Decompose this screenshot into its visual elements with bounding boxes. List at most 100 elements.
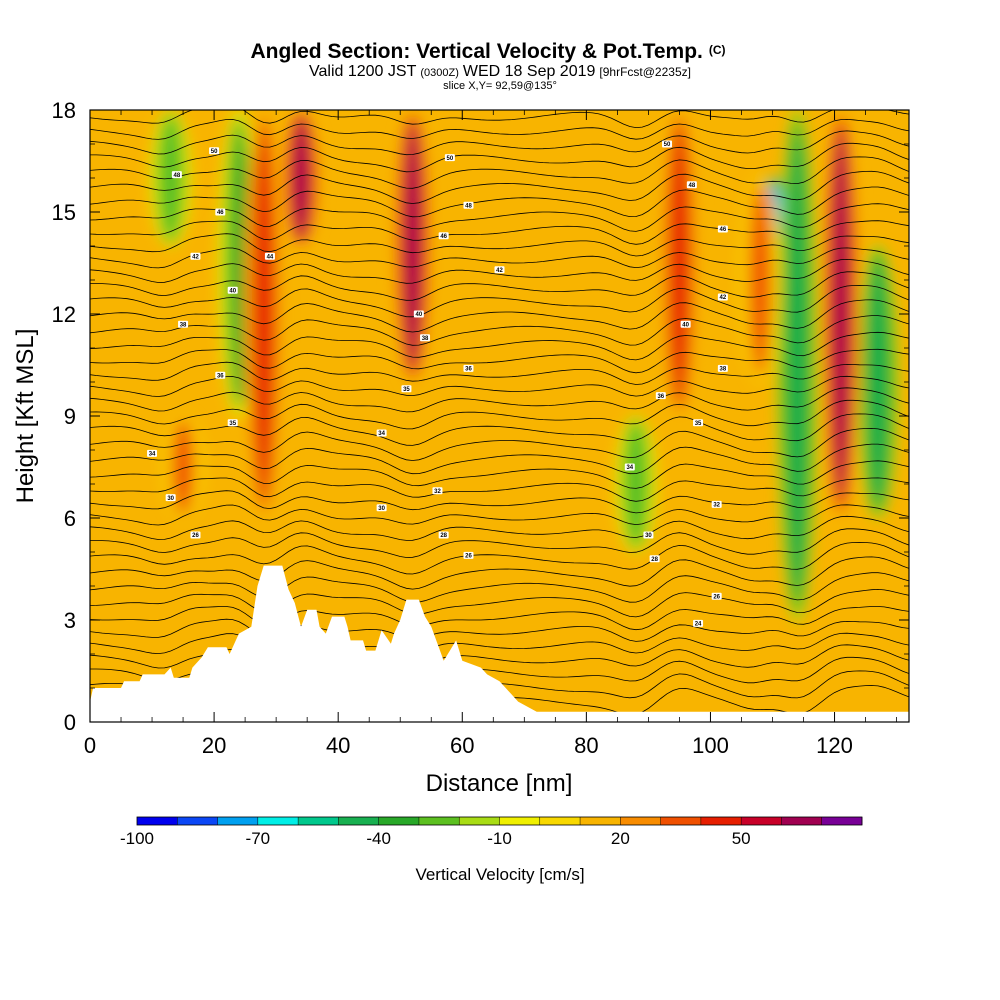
svg-text:42: 42 <box>720 295 727 301</box>
isentrope-line <box>90 315 909 346</box>
isentrope-line <box>90 375 909 397</box>
isentrope-line <box>90 477 909 502</box>
x-tick-label: 0 <box>84 733 96 758</box>
y-tick-label: 6 <box>64 506 76 531</box>
colorbar-tick-label: 20 <box>611 829 630 848</box>
y-tick-label: 12 <box>52 302 76 327</box>
isentrope-line <box>90 331 909 361</box>
subtitle-utc: (0300Z) <box>420 67 459 79</box>
isentrope-line <box>90 606 909 631</box>
isentrope-line <box>90 258 909 284</box>
svg-text:48: 48 <box>174 173 181 179</box>
downdraft-plume <box>231 125 246 401</box>
svg-text:42: 42 <box>192 254 199 260</box>
colorbar-swatch <box>338 817 380 825</box>
isentrope-line <box>90 203 909 232</box>
svg-text:28: 28 <box>651 557 658 563</box>
updraft-plume <box>405 123 420 369</box>
downdraft-plume <box>870 259 885 505</box>
contour-label: 42 <box>190 252 201 260</box>
svg-text:38: 38 <box>720 367 727 373</box>
y-tick-label: 15 <box>52 200 76 225</box>
contour-label: 30 <box>643 531 654 539</box>
chart-title-main: Angled Section: Vertical Velocity & Pot.… <box>250 40 702 63</box>
colorbar-tick-label: -100 <box>120 829 154 848</box>
slice-label: slice X,Y= 92,59@135° <box>443 80 557 92</box>
svg-text:48: 48 <box>465 203 472 209</box>
isentrope-line <box>90 284 909 318</box>
isentrope-line <box>90 118 909 140</box>
contour-label: 50 <box>662 140 673 148</box>
svg-text:40: 40 <box>415 312 422 318</box>
contour-label: 28 <box>649 555 660 563</box>
colorbar-swatch <box>821 817 863 825</box>
contour-label: 48 <box>171 171 182 179</box>
svg-text:32: 32 <box>713 503 720 509</box>
svg-text:36: 36 <box>465 367 472 373</box>
svg-text:38: 38 <box>180 322 187 328</box>
contour-label: 50 <box>209 147 220 155</box>
contour-label: 26 <box>463 551 474 560</box>
y-tick-label: 3 <box>64 608 76 633</box>
plot-area: 50 48 46 42 40 38 36 35 34 30 26 44 50 48 46 42 40 38 36 35… <box>90 110 909 722</box>
svg-text:42: 42 <box>496 268 503 274</box>
colorbar-swatch <box>298 817 339 825</box>
contour-label: 40 <box>413 310 424 318</box>
colorbar-swatch <box>580 817 621 825</box>
svg-text:40: 40 <box>682 322 689 328</box>
x-axis-title: Distance [nm] <box>426 770 573 797</box>
updraft-plume <box>176 421 191 513</box>
svg-text:40: 40 <box>229 288 236 294</box>
colorbar-tick-label: -40 <box>366 829 391 848</box>
colorbar-tick-label: 50 <box>732 829 751 848</box>
chart-title: Angled Section: Vertical Velocity & Pot.… <box>250 40 725 63</box>
contour-label: 46 <box>438 232 449 240</box>
isentrope-line <box>90 271 909 301</box>
colorbar-tick-label: -10 <box>487 829 512 848</box>
isentrope-line <box>90 504 909 526</box>
svg-text:36: 36 <box>657 394 664 400</box>
svg-text:24: 24 <box>695 622 702 628</box>
isentrope-line <box>90 556 909 590</box>
contour-label: 35 <box>401 385 412 393</box>
isentrope-line <box>90 387 909 413</box>
contour-label: 44 <box>264 252 275 260</box>
isentrope-line <box>90 142 909 173</box>
contour-label: 38 <box>178 320 189 328</box>
contour-label: 42 <box>494 266 505 274</box>
svg-text:30: 30 <box>378 506 385 512</box>
downdraft-plume <box>790 135 805 595</box>
contour-label: 40 <box>227 286 238 294</box>
svg-text:50: 50 <box>447 156 454 162</box>
isentrope-line <box>90 247 909 269</box>
y-axis-title: Height [Kft MSL] <box>12 329 39 504</box>
contour-label: 42 <box>717 293 728 301</box>
contour-label: 30 <box>376 504 387 512</box>
subtitle-valid: Valid 1200 JST <box>309 63 417 80</box>
colorbar-swatch <box>217 817 259 825</box>
isentrope-line <box>90 460 909 489</box>
contour-label: 30 <box>165 494 176 502</box>
contour-label: 34 <box>376 429 387 437</box>
y-tick-label: 9 <box>64 404 76 429</box>
subtitle-date: WED 18 Sep 2019 <box>463 63 596 80</box>
contour-label: 36 <box>215 371 226 379</box>
isentrope-line <box>90 632 909 655</box>
chart-title-suffix: (C) <box>709 43 726 57</box>
colorbar-swatch <box>137 817 178 825</box>
contour-label: 36 <box>655 392 666 400</box>
contour-label: 48 <box>686 181 697 189</box>
contour-label: 35 <box>227 419 238 427</box>
x-tick-label: 80 <box>574 733 598 758</box>
isentrope-line <box>90 515 909 541</box>
isentrope-line <box>90 413 909 446</box>
svg-text:35: 35 <box>229 421 236 427</box>
svg-text:26: 26 <box>713 594 720 600</box>
x-tick-label: 60 <box>450 733 474 758</box>
chart-subtitle: Valid 1200 JST (0300Z) WED 18 Sep 2019 [9hr… <box>309 63 691 80</box>
svg-text:38: 38 <box>422 336 429 342</box>
isentrope-line <box>90 348 909 374</box>
colorbar-swatch <box>459 817 500 825</box>
